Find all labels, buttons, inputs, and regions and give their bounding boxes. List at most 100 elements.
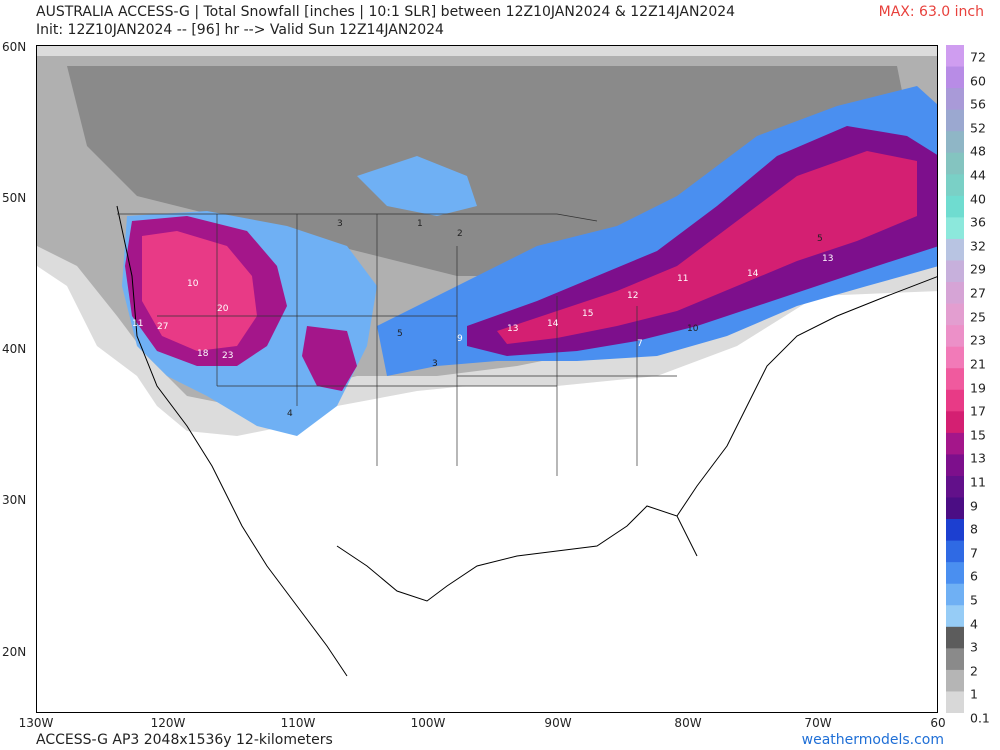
colorbar-swatch (946, 605, 964, 628)
colorbar-label: 40 (970, 191, 986, 207)
snow-value: 18 (197, 349, 209, 359)
colorbar-label: 6 (970, 568, 978, 584)
map-canvas: 10 20 18 23 11 27 13 14 15 12 11 14 13 9… (37, 46, 937, 677)
snow-value: 11 (132, 319, 143, 329)
colorbar-swatch (946, 626, 964, 649)
colorbar-label: 11 (970, 474, 986, 490)
map-subtitle: Init: 12Z10JAN2024 -- [96] hr --> Valid … (36, 22, 444, 38)
extreme-snow-east (497, 151, 917, 344)
map-title: AUSTRALIA ACCESS-G | Total Snowfall [inc… (36, 4, 736, 20)
colorbar-swatch (946, 411, 964, 434)
colorbar-label: 48 (970, 143, 986, 159)
snow-value: 5 (817, 234, 823, 244)
colorbar-label: 13 (970, 450, 986, 466)
colorbar-label: 25 (970, 309, 986, 325)
colorbar-swatch (946, 389, 964, 412)
colorbar-swatch (946, 88, 964, 111)
colorbar-label: 3 (970, 639, 978, 655)
snow-value: 23 (222, 351, 233, 361)
lon-label: 80W (674, 716, 702, 730)
colorbar-swatch (946, 174, 964, 197)
colorbar-swatch (946, 238, 964, 261)
lon-label: 120W (150, 716, 186, 730)
colorbar-label: 19 (970, 380, 986, 395)
lat-label: 60N (2, 40, 27, 54)
political-borders (117, 213, 677, 476)
lon-label: 110W (280, 716, 316, 730)
snow-value: 3 (432, 359, 438, 369)
colorbar-label: 72 (970, 49, 986, 65)
colorbar-swatch (946, 562, 964, 585)
colorbar-label: 56 (970, 96, 986, 112)
colorbar-label: 29 (970, 261, 986, 277)
colorbar-swatch (946, 432, 964, 455)
colorbar-swatch (946, 66, 964, 89)
colorbar-label: 21 (970, 356, 986, 372)
colorbar-label: 15 (970, 427, 986, 443)
snow-value: 10 (187, 279, 199, 289)
snowfall-colorbar (946, 45, 964, 713)
snow-value: 27 (157, 322, 168, 332)
colorbar-swatch (946, 346, 964, 369)
colorbar-swatch (946, 195, 964, 218)
colorbar-label: 2 (970, 663, 978, 679)
colorbar-swatch (946, 282, 964, 305)
colorbar-label: 0.1 (970, 710, 990, 726)
snow-value: 13 (507, 324, 518, 334)
lon-label: 90W (544, 716, 572, 730)
colorbar-swatch (946, 583, 964, 606)
colorbar-label: 36 (970, 214, 986, 230)
lon-label: 70W (804, 716, 832, 730)
colorbar-swatch (946, 519, 964, 542)
lon-label: 130W (18, 716, 54, 730)
colorbar-label: 1 (970, 686, 978, 702)
colorbar-label: 52 (970, 120, 986, 136)
colorbar-label: 9 (970, 498, 978, 514)
colorbar-swatch (946, 260, 964, 283)
snow-value: 2 (457, 229, 463, 239)
colorbar-swatch (946, 109, 964, 132)
snow-value: 14 (747, 269, 759, 279)
colorbar-swatch (946, 497, 964, 520)
colorbar-label: 7 (970, 545, 978, 561)
colorbar-swatch (946, 325, 964, 348)
colorbar-swatch (946, 131, 964, 154)
colorbar-label: 23 (970, 332, 986, 348)
snowfall-value-labels-dark: 3 1 2 5 3 10 5 4 (287, 219, 823, 419)
snow-value: 15 (582, 309, 593, 319)
snow-value: 11 (677, 274, 688, 284)
snow-value: 4 (287, 409, 293, 419)
coastline-gulf (336, 505, 698, 602)
snow-value: 3 (337, 219, 343, 229)
colorbar-swatch (946, 540, 964, 563)
snowfall-map: 10 20 18 23 11 27 13 14 15 12 11 14 13 9… (36, 45, 938, 713)
colorbar-swatch (946, 475, 964, 499)
colorbar-label: 8 (970, 521, 978, 537)
snow-value: 5 (397, 329, 403, 339)
colorbar-label: 27 (970, 285, 986, 301)
colorbar-swatch (946, 669, 964, 692)
snow-value: 12 (627, 291, 638, 301)
colorbar-label: 44 (970, 167, 986, 183)
snow-value: 14 (547, 319, 559, 329)
heavy-snow-rockies (302, 326, 357, 391)
colorbar-label: 60 (970, 73, 986, 89)
colorbar-label: 5 (970, 592, 978, 608)
lat-label: 40N (2, 342, 27, 356)
colorbar-swatch (946, 303, 964, 326)
snow-value: 13 (822, 254, 833, 264)
blue-snow-band-north (357, 156, 477, 216)
colorbar-label: 17 (970, 403, 986, 419)
snow-value: 10 (687, 324, 699, 334)
coastline-east (676, 276, 937, 517)
lat-label: 30N (2, 493, 27, 507)
model-info: ACCESS-G AP3 2048x1536y 12-kilometers (36, 732, 333, 748)
lat-label: 50N (2, 191, 27, 205)
snowfall-value-labels: 10 20 18 23 11 27 13 14 15 12 11 14 13 9… (132, 254, 833, 361)
extreme-snow-west (142, 231, 257, 351)
lon-label: 100W (410, 716, 446, 730)
credit-link[interactable]: weathermodels.com (801, 732, 944, 748)
colorbar-swatch (946, 691, 964, 713)
snow-value: 20 (217, 304, 229, 314)
snow-value: 1 (417, 219, 423, 229)
